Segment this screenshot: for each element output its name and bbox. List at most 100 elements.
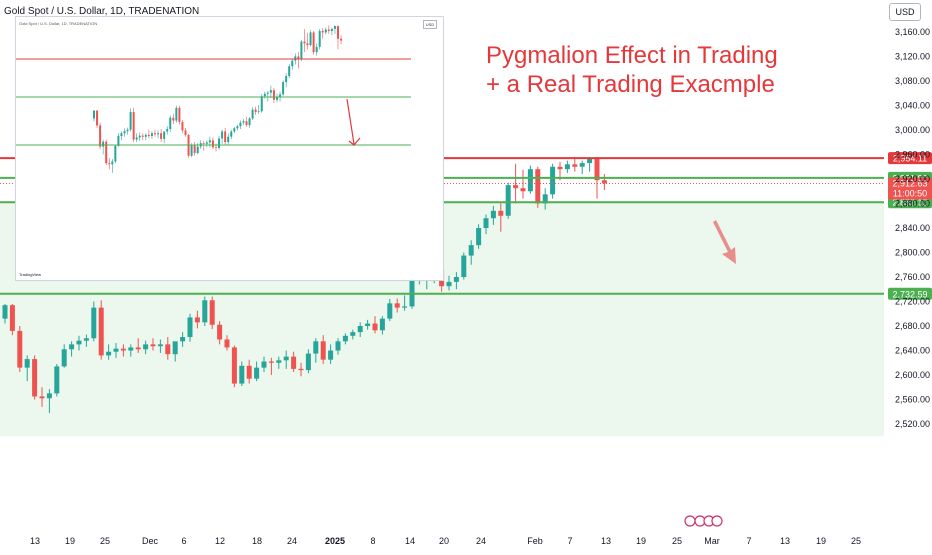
- inset-candle-body: [190, 145, 193, 156]
- candle-body[interactable]: [490, 210, 496, 219]
- candle-body[interactable]: [69, 344, 75, 350]
- inset-candle-body: [263, 93, 266, 97]
- candle-body[interactable]: [387, 303, 393, 319]
- x-tick-label: 13: [30, 536, 40, 546]
- candle-body[interactable]: [135, 347, 141, 350]
- candle-body[interactable]: [394, 303, 400, 308]
- candle-body[interactable]: [180, 337, 186, 342]
- x-tick-label: 12: [215, 536, 225, 546]
- candle-body[interactable]: [320, 341, 326, 360]
- candle-body[interactable]: [513, 185, 519, 189]
- candle-body[interactable]: [54, 366, 60, 394]
- candle-body[interactable]: [402, 306, 408, 308]
- candle-body[interactable]: [350, 332, 356, 336]
- candle-body[interactable]: [39, 396, 45, 399]
- candle-body[interactable]: [291, 356, 297, 369]
- candle-body[interactable]: [187, 317, 193, 338]
- candle-body[interactable]: [224, 339, 230, 348]
- candle-body[interactable]: [328, 350, 334, 360]
- candle-body[interactable]: [298, 368, 304, 371]
- candle-body[interactable]: [32, 359, 38, 397]
- candle-body[interactable]: [379, 318, 385, 331]
- candle-body[interactable]: [254, 367, 260, 379]
- x-tick-label: 19: [636, 536, 646, 546]
- candle-body[interactable]: [209, 300, 215, 325]
- candle-body[interactable]: [246, 365, 252, 379]
- candle-body[interactable]: [542, 194, 548, 204]
- candle-body[interactable]: [557, 166, 563, 170]
- y-tick-label: 2,800.00: [895, 248, 930, 258]
- candle-body[interactable]: [128, 347, 134, 351]
- candle-body[interactable]: [372, 323, 378, 331]
- x-axis: 13 19 25 Dec 6 12 18 24 2025 8 14 20 24 Feb 7 13 19 25 Mar…: [30, 536, 861, 546]
- candle-body[interactable]: [113, 348, 119, 352]
- candle-body[interactable]: [143, 344, 149, 350]
- candle-body[interactable]: [194, 317, 200, 323]
- candle-body[interactable]: [276, 360, 282, 363]
- candle-body[interactable]: [505, 185, 511, 216]
- candle-body[interactable]: [572, 164, 578, 167]
- candle-body[interactable]: [550, 166, 556, 195]
- event-marker[interactable]: [684, 515, 696, 527]
- y-tick-label: 2,920.00: [895, 174, 930, 184]
- event-marker[interactable]: [711, 515, 723, 527]
- candle-body[interactable]: [106, 351, 112, 356]
- candle-body[interactable]: [564, 164, 570, 170]
- candle-body[interactable]: [217, 324, 223, 340]
- candle-body[interactable]: [172, 341, 178, 355]
- candle-body[interactable]: [498, 210, 504, 216]
- candle-body[interactable]: [601, 180, 607, 184]
- x-tick-label: 25: [851, 536, 861, 546]
- candle-body[interactable]: [157, 344, 163, 347]
- candle-body[interactable]: [283, 356, 289, 361]
- candle-body[interactable]: [91, 307, 97, 339]
- projection-arrow[interactable]: [713, 220, 736, 264]
- candle-body[interactable]: [239, 365, 245, 384]
- candle-body[interactable]: [9, 305, 15, 331]
- candle-body[interactable]: [2, 305, 8, 319]
- candle-body[interactable]: [468, 245, 474, 256]
- candle-body[interactable]: [61, 349, 67, 367]
- candle-body[interactable]: [261, 361, 267, 368]
- y-tick-label: 2,880.00: [895, 199, 930, 209]
- candle-body[interactable]: [202, 300, 208, 323]
- candle-body[interactable]: [483, 218, 489, 228]
- last-price-label-bg: [888, 177, 932, 200]
- candle-body[interactable]: [335, 341, 341, 351]
- candle-body[interactable]: [120, 348, 126, 351]
- candle-body[interactable]: [520, 188, 526, 192]
- candle-body[interactable]: [17, 330, 23, 368]
- candle-body[interactable]: [535, 169, 541, 204]
- candle-body[interactable]: [83, 338, 89, 341]
- overlay-title: Pygmalion Effect in Trading + a Real Trad…: [486, 41, 778, 99]
- candle-body[interactable]: [527, 169, 533, 192]
- candle-body[interactable]: [24, 359, 30, 368]
- candle-body[interactable]: [476, 228, 482, 246]
- x-tick-label: 19: [65, 536, 75, 546]
- candle-body[interactable]: [587, 158, 593, 164]
- inset-svg: [16, 25, 411, 173]
- candle-body[interactable]: [365, 323, 371, 326]
- currency-selector[interactable]: USD: [889, 3, 921, 21]
- candle-body[interactable]: [461, 255, 467, 277]
- candle-body[interactable]: [305, 353, 311, 371]
- inset-candle-body: [279, 94, 282, 98]
- candle-body[interactable]: [446, 281, 452, 287]
- candle-body[interactable]: [342, 335, 348, 342]
- candle-body[interactable]: [313, 341, 319, 354]
- x-tick-label: 18: [252, 536, 262, 546]
- candle-body[interactable]: [268, 361, 274, 363]
- candle-body[interactable]: [98, 307, 104, 356]
- candle-body[interactable]: [357, 326, 363, 333]
- candle-body[interactable]: [594, 158, 600, 181]
- candle-body[interactable]: [579, 163, 585, 167]
- inset-candle-body: [245, 121, 248, 126]
- candle-body[interactable]: [453, 277, 459, 282]
- candle-body[interactable]: [231, 347, 237, 384]
- candle-body[interactable]: [165, 344, 171, 355]
- candle-body[interactable]: [76, 340, 82, 345]
- candle-body[interactable]: [150, 344, 156, 347]
- x-tick-label: 20: [439, 536, 449, 546]
- x-tick-label: 24: [287, 536, 297, 546]
- candle-body[interactable]: [46, 393, 52, 399]
